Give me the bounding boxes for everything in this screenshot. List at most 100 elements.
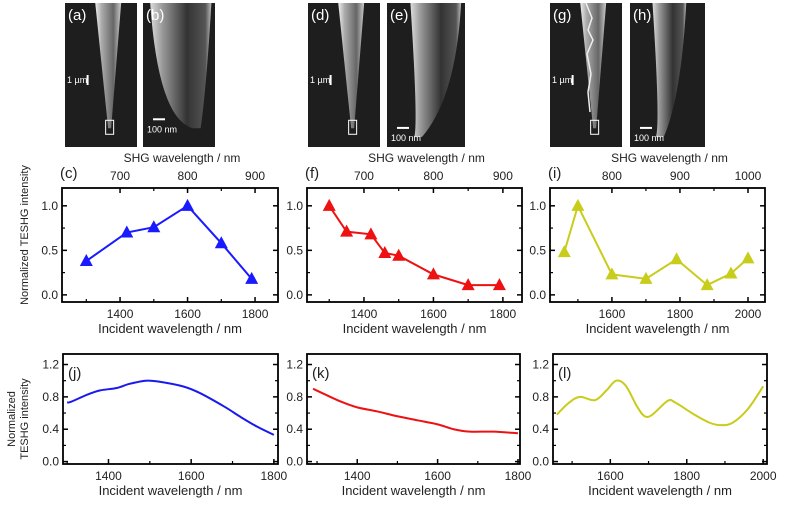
data-point-marker bbox=[461, 278, 475, 291]
sem-images: 1 µm(a)100 nm(b)1 µm(d)100 nm(e)1 µm(g)1… bbox=[65, 2, 705, 147]
y-tick-label: 0.5 bbox=[41, 243, 58, 257]
x2-tick-label: 1000 bbox=[735, 169, 762, 183]
data-point-marker bbox=[700, 278, 714, 291]
y-tick-label: 0.0 bbox=[286, 455, 303, 469]
x-tick-label: 1600 bbox=[597, 469, 624, 483]
y-tick-label: 1.2 bbox=[42, 358, 59, 372]
scale-bar-label: 100 nm bbox=[391, 133, 421, 143]
chart-j: 0.0 0.4 0.8 1.2 1400 1600 1800 Incident wavelen… bbox=[6, 353, 288, 498]
panel-label: (l) bbox=[558, 365, 571, 382]
x-tick-label: 2000 bbox=[750, 469, 777, 483]
zoom-region-box bbox=[105, 119, 115, 135]
y-tick-label: 0.8 bbox=[42, 390, 59, 404]
x2-tick-label: 800 bbox=[423, 169, 443, 183]
data-point-marker bbox=[392, 248, 406, 261]
data-point-marker bbox=[605, 267, 619, 280]
panel-label: (b) bbox=[146, 7, 164, 24]
y-axis-label: Normalized TESHG intensity bbox=[19, 165, 31, 305]
y-tick-label: 0.4 bbox=[42, 422, 59, 436]
series-line bbox=[556, 379, 765, 427]
panel-label: (e) bbox=[390, 7, 408, 24]
sem-panel: 1 µm (g) bbox=[550, 2, 622, 147]
zoom-region-box bbox=[590, 119, 600, 135]
chart-i: 0.0 0.5 1.0 1600 1800 2000 Incident wavelength… bbox=[529, 151, 766, 336]
scale-bar bbox=[640, 126, 652, 129]
sem-panel: 100 nm (b) bbox=[143, 3, 215, 147]
series-line bbox=[328, 205, 500, 287]
y-tick-label: 0.0 bbox=[529, 288, 546, 302]
x-tick-label: 1800 bbox=[505, 469, 532, 483]
panel-label: (j) bbox=[68, 365, 81, 382]
x-tick-label: 1800 bbox=[667, 307, 694, 321]
x-tick-label: 1600 bbox=[599, 307, 626, 321]
series-line bbox=[85, 204, 253, 280]
x2-tick-label: 900 bbox=[245, 169, 265, 183]
x2-axis-label: SHG wavelength / nm bbox=[368, 151, 485, 165]
y-tick-label: 1.0 bbox=[529, 199, 546, 213]
y-tick-label: 0.0 bbox=[41, 288, 58, 302]
y-tick-label: 1.0 bbox=[41, 199, 58, 213]
x2-tick-label: 800 bbox=[178, 169, 198, 183]
scale-bar bbox=[329, 75, 332, 85]
scale-bar bbox=[153, 118, 165, 121]
x-axis-label: Incident wavelength / nm bbox=[99, 483, 243, 498]
data-point-marker bbox=[181, 198, 195, 211]
x2-tick-label: 700 bbox=[110, 169, 130, 183]
y-tick-label: 0.0 bbox=[286, 288, 303, 302]
x-tick-label: 2000 bbox=[735, 307, 762, 321]
y-axis-label-line: TESHG intensity bbox=[19, 378, 31, 460]
tip-apex-shape bbox=[150, 3, 212, 129]
tip-apex-shape bbox=[410, 3, 462, 137]
x-axis-label: Incident wavelength / nm bbox=[98, 321, 242, 336]
scale-bar-label: 1 µm bbox=[552, 75, 572, 85]
scale-bar bbox=[86, 75, 89, 85]
y-tick-label: 0.4 bbox=[532, 422, 549, 436]
sem-panel: 100 nm (h) bbox=[630, 3, 705, 147]
data-point-marker bbox=[492, 278, 506, 291]
panel-label: (f) bbox=[305, 165, 319, 182]
data-point-marker bbox=[741, 251, 755, 264]
panel-label: (h) bbox=[633, 7, 651, 24]
x-tick-label: 1400 bbox=[107, 307, 134, 321]
scale-bar bbox=[397, 126, 409, 129]
x-tick-label: 1600 bbox=[174, 307, 201, 321]
panel-label: (c) bbox=[60, 165, 78, 182]
panel-label: (a) bbox=[68, 7, 86, 24]
x-tick-label: 1800 bbox=[673, 469, 700, 483]
x-tick-label: 1800 bbox=[261, 469, 288, 483]
scale-bar-label: 1 µm bbox=[67, 75, 87, 85]
data-point-marker bbox=[340, 224, 354, 237]
scale-bar-label: 1 µm bbox=[310, 75, 330, 85]
tip-shape bbox=[95, 3, 122, 129]
panel-label: (i) bbox=[548, 165, 561, 182]
x2-tick-label: 800 bbox=[602, 169, 622, 183]
y-tick-label: 0.8 bbox=[532, 390, 549, 404]
x-tick-label: 1600 bbox=[420, 307, 447, 321]
x-axis-label: Incident wavelength / nm bbox=[342, 483, 486, 498]
series-line bbox=[563, 203, 749, 287]
scale-bar-label: 100 nm bbox=[147, 124, 177, 134]
tip-shape bbox=[338, 3, 365, 129]
tip-shape bbox=[580, 3, 607, 129]
x-tick-label: 1400 bbox=[351, 307, 378, 321]
data-point-marker bbox=[557, 245, 571, 258]
x-tick-label: 1600 bbox=[424, 469, 451, 483]
plot-frame bbox=[552, 353, 768, 465]
x2-axis-label: SHG wavelength / nm bbox=[124, 151, 241, 165]
y-tick-label: 0.4 bbox=[286, 422, 303, 436]
x2-tick-label: 900 bbox=[493, 169, 513, 183]
zoom-region-box bbox=[348, 119, 358, 135]
y-tick-label: 1.2 bbox=[286, 358, 303, 372]
panel-label: (k) bbox=[312, 365, 330, 382]
data-point-marker bbox=[426, 267, 440, 280]
panel-label: (g) bbox=[553, 7, 571, 24]
data-point-marker bbox=[724, 266, 738, 279]
data-point-marker bbox=[147, 220, 161, 233]
x-axis-label: Incident wavelength / nm bbox=[586, 321, 730, 336]
x-axis-label: Incident wavelength / nm bbox=[588, 483, 732, 498]
sem-panel: 1 µm (d) bbox=[308, 3, 380, 147]
scale-bar bbox=[571, 75, 574, 85]
